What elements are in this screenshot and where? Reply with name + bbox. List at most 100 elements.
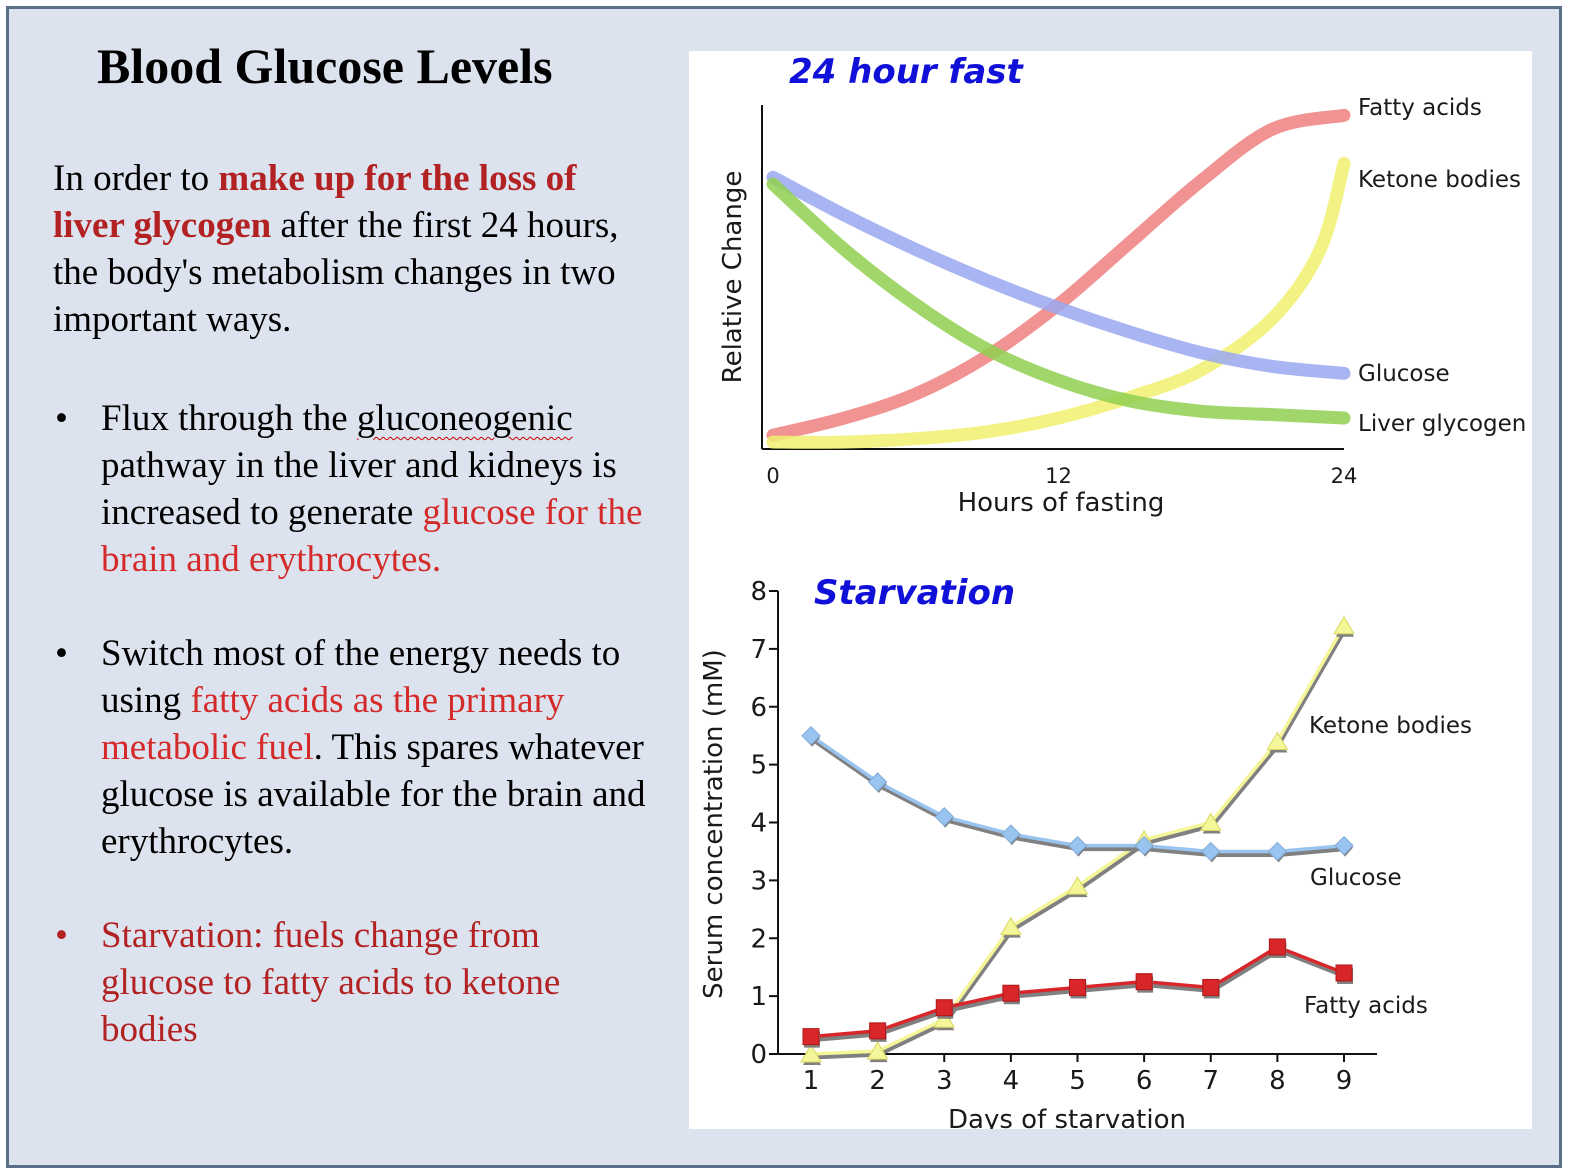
data-point-fatty-acids: [802, 1028, 820, 1046]
x-tick-label: 7: [1202, 1066, 1219, 1096]
bullet-2-text-2: . This spares whatever glucose is availa…: [101, 727, 646, 862]
marker-shadow: [869, 1045, 888, 1063]
series-line-liver-glycogen: [766, 177, 1351, 425]
data-point-ketone-bodies: [933, 1009, 956, 1028]
series-line-glucose: [766, 170, 1351, 380]
bullet-2-highlight: fatty acids as the primary metabolic fue…: [101, 680, 565, 768]
x-tick-label: 24: [1331, 464, 1358, 488]
marker-shadow: [803, 1048, 821, 1065]
marker-shadow: [870, 1025, 887, 1042]
data-point-ketone-bodies: [1000, 916, 1022, 936]
marker-shadow: [1202, 816, 1221, 834]
chart1-series-labels: Fatty acids Ketone bodies Glucose Liver gly…: [1358, 95, 1526, 437]
marker-shadow: [937, 1002, 954, 1019]
series-label-ketone-bodies: Ketone bodies: [1309, 713, 1472, 739]
marker-shadow: [1270, 844, 1287, 863]
data-point-glucose: [1267, 841, 1288, 862]
chart-panel: 24 hour fast Relative Change Hours of fa…: [689, 51, 1532, 1129]
x-tick-label: 1: [803, 1066, 820, 1096]
data-point-ketone-bodies: [1333, 615, 1355, 635]
marker-shadow: [1136, 833, 1155, 851]
marker-shadow: [936, 1013, 955, 1031]
bullet-1-highlight: glucose for the brain and erythrocytes.: [101, 492, 643, 580]
marker-shadow: [1070, 982, 1087, 999]
y-tick-label: 7: [750, 635, 767, 665]
bullet-3-text: Starvation: fuels change from glucose to…: [101, 915, 561, 1050]
series-label-fatty-acids: Fatty acids: [1358, 95, 1482, 121]
series-line-fatty-acids: [810, 944, 1345, 1039]
y-tick-label: 1: [750, 982, 767, 1012]
data-point-fatty-acids: [869, 1022, 887, 1040]
y-tick-label: 4: [750, 809, 767, 839]
y-tick-label: 2: [750, 924, 767, 954]
x-tick-label: 0: [766, 464, 779, 488]
marker-shadow: [1002, 920, 1021, 938]
x-tick-label: 5: [1069, 1066, 1086, 1096]
marker-shadow: [1336, 619, 1354, 637]
data-point-glucose: [934, 807, 954, 827]
chart1-xlabel: Hours of fasting: [958, 488, 1165, 518]
x-tick-label: 12: [1045, 464, 1072, 488]
x-tick-label: 2: [869, 1066, 886, 1096]
marker-shadow: [1337, 838, 1353, 857]
series-label-ketone-bodies: Ketone bodies: [1358, 167, 1521, 193]
chart2-ticks: 0 1 2 3 4 5 6 7 8 1 2 3 4 5 6 7 8 9: [750, 577, 1352, 1096]
chart2-xlabel: Days of starvation: [948, 1105, 1186, 1129]
series-label-fatty-acids: Fatty acids: [1304, 993, 1428, 1019]
marker-shadow: [1270, 941, 1287, 958]
data-point-glucose: [1067, 835, 1088, 856]
marker-shadow: [1337, 967, 1353, 984]
data-point-glucose: [1334, 835, 1354, 856]
data-point-glucose: [1134, 835, 1154, 856]
data-point-glucose: [867, 772, 888, 792]
bullet-gluconeogenesis: • Flux through the gluconeogenic pathway…: [53, 395, 653, 583]
intro-text-1: In order to: [53, 158, 219, 199]
bullet-marker: •: [55, 398, 68, 439]
slide-title: Blood Glucose Levels: [97, 38, 553, 94]
series-label-glucose: Glucose: [1358, 361, 1450, 387]
x-tick-label: 9: [1336, 1066, 1353, 1096]
data-point-ketone-bodies: [800, 1044, 822, 1063]
x-tick-label: 4: [1003, 1066, 1020, 1096]
marker-shadow: [1203, 982, 1220, 999]
marker-shadow: [1070, 838, 1087, 857]
marker-shadow: [1069, 880, 1088, 898]
series-shadow-ketone-bodies: [811, 627, 1348, 1060]
data-point-fatty-acids: [1268, 938, 1286, 956]
series-shadow-fatty-acids: [811, 947, 1346, 1043]
data-point-fatty-acids: [1002, 984, 1020, 1002]
x-tick-label: 6: [1136, 1066, 1153, 1096]
data-point-ketone-bodies: [1199, 812, 1222, 831]
data-point-ketone-bodies: [1133, 829, 1155, 849]
chart2-series-group: [800, 615, 1355, 1065]
data-point-fatty-acids: [1069, 978, 1086, 996]
bullet-1-underlined-term: gluconeogenic: [356, 398, 573, 439]
bullet-marker: •: [55, 633, 68, 674]
series-label-glucose: Glucose: [1310, 865, 1402, 891]
marker-shadow: [1137, 838, 1154, 857]
bullet-2-text-1: Switch most of the energy needs to using: [101, 633, 621, 721]
marker-shadow: [1003, 827, 1020, 846]
data-point-glucose: [1201, 841, 1221, 862]
bullet-starvation: • Starvation: fuels change from glucose …: [53, 912, 653, 1053]
series-shadow-glucose: [810, 736, 1346, 857]
intro-paragraph: In order to make up for the loss of live…: [53, 155, 643, 343]
bullet-1-text-2: pathway in the liver and kidneys is incr…: [101, 445, 617, 533]
y-tick-label: 3: [750, 866, 767, 896]
marker-shadow: [804, 728, 820, 747]
bullet-fatty-acids: • Switch most of the energy needs to usi…: [53, 630, 653, 865]
chart1-tick-labels: 0 12 24: [766, 464, 1357, 488]
bullet-list: • Flux through the gluconeogenic pathway…: [53, 395, 653, 1053]
chart2-ylabel: Serum concentration (mM): [699, 649, 729, 999]
data-point-fatty-acids: [1135, 973, 1153, 991]
data-point-glucose: [1001, 824, 1021, 844]
data-point-fatty-acids: [1202, 978, 1220, 996]
series-line-glucose: [810, 734, 1345, 854]
chart2-series-labels: Glucose Ketone bodies Fatty acids: [1304, 713, 1472, 1019]
marker-shadow: [1269, 735, 1288, 753]
series-line-ketone-bodies: [810, 624, 1346, 1056]
chart1-ylabel: Relative Change: [718, 171, 748, 384]
slide: Blood Glucose Levels In order to make up…: [6, 6, 1562, 1168]
marker-shadow: [937, 809, 954, 828]
bullet-marker: •: [55, 915, 68, 956]
